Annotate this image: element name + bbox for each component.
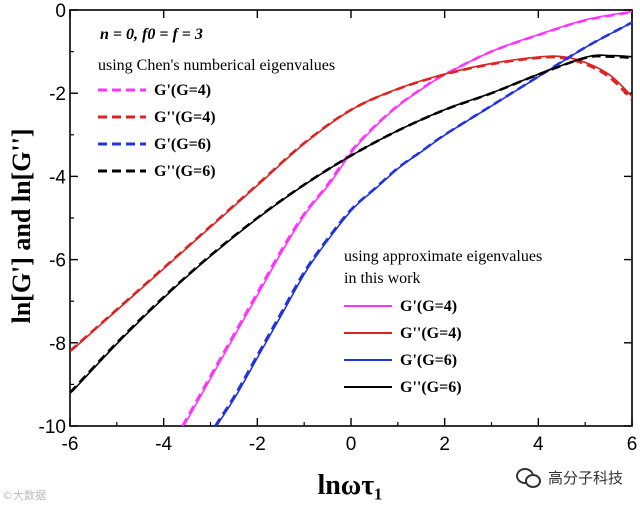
x-tick-label: 6 [627, 434, 638, 455]
x-tick-label: 4 [533, 434, 544, 455]
series-solid-g-g-6- [71, 54, 632, 393]
wechat-logo-icon [516, 466, 542, 488]
legend-bottom-entry: G''(G=4) [400, 325, 462, 342]
legend-bottom-entry: G'(G=4) [400, 298, 457, 315]
series-dashed-g-g-6- [70, 54, 632, 394]
y-tick-label: -10 [39, 417, 66, 438]
series-solid-g-g-6- [216, 21, 632, 426]
legend-bottom: G'(G=4) G''(G=4) G'(G=6) G''(G=6) [344, 298, 462, 396]
watermark-right: 高分子科技 [516, 466, 623, 488]
plot-frame-group [69, 9, 633, 427]
series-group [70, 10, 632, 426]
x-tick-label: -2 [249, 434, 266, 455]
parameter-annotation: n = 0, f0 = f = 3 [100, 26, 203, 43]
tick-labels-group: -6 -4 -2 0 2 4 6 0 -2 -4 -6 -8 -10 [39, 1, 638, 455]
y-tick-label: -4 [49, 167, 66, 188]
y-tick-label: -2 [49, 84, 66, 105]
x-tick-label: -6 [62, 434, 79, 455]
legend-top: G'(G=4) G''(G=4) G'(G=6) G''(G=6) [98, 82, 216, 180]
y-tick-label: -8 [49, 334, 66, 355]
legend-bottom-title-line2: in this work [344, 270, 420, 287]
legend-bottom-title-line1: using approximate eigenvalues [344, 248, 542, 265]
series-solid-g-g-4- [71, 55, 632, 351]
legend-bottom-entry: G''(G=6) [400, 379, 462, 396]
x-tick-label: 2 [439, 434, 450, 455]
y-tick-label: -6 [49, 251, 66, 272]
legend-top-entry: G''(G=4) [154, 109, 216, 126]
x-tick-label: -4 [155, 434, 172, 455]
legend-top-entry: G'(G=4) [154, 82, 211, 99]
y-axis-title: ln[G'] and ln[G''] [7, 128, 36, 323]
y-tick-label: 0 [55, 1, 66, 22]
x-tick-label: 0 [346, 434, 357, 455]
series-solid-g-g-4- [183, 10, 632, 426]
legend-bottom-entry: G'(G=6) [400, 352, 457, 369]
legend-top-title: using Chen's numberical eigenvalues [98, 57, 335, 74]
x-axis-title: lnωτ₁ [317, 470, 382, 501]
watermark-left: ©大数据 [2, 489, 46, 502]
legend-top-entry: G''(G=6) [154, 163, 216, 180]
legend-top-entry: G'(G=6) [154, 136, 211, 153]
watermark-right-text: 高分子科技 [548, 468, 624, 487]
